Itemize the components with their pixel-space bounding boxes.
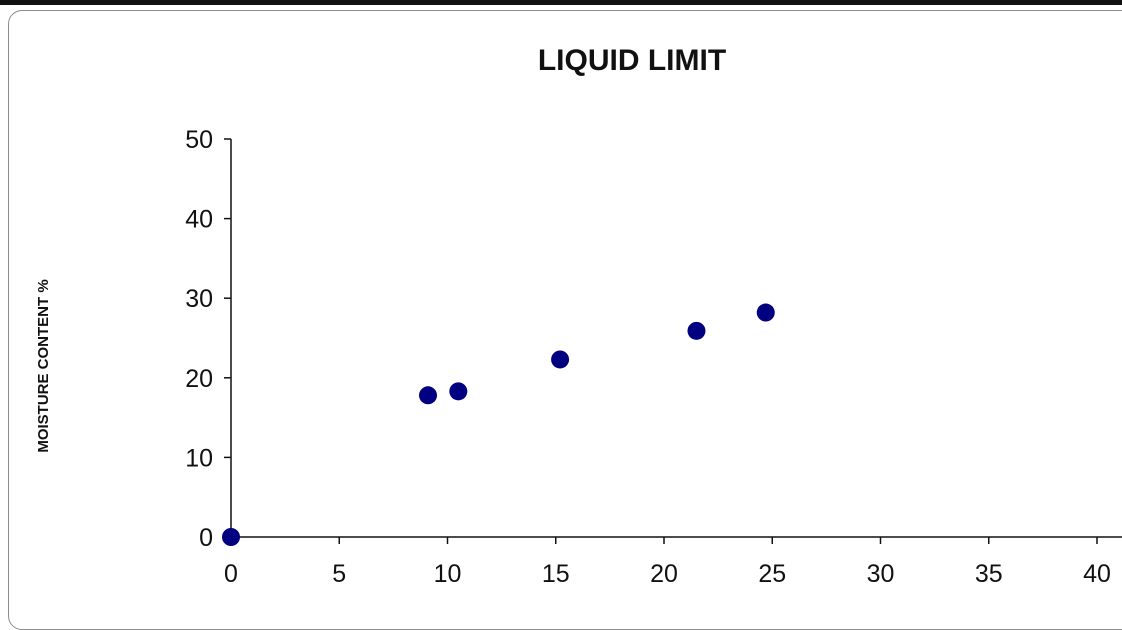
y-tick-label-1: 10 [185, 444, 213, 472]
axes [230, 139, 1122, 538]
x-tick-label-3: 15 [542, 560, 570, 585]
x-tick-label-5: 25 [758, 560, 786, 585]
y-tick-label-3: 30 [185, 285, 213, 313]
tick-marks [224, 138, 1098, 544]
x-tick-label-1: 5 [332, 560, 346, 585]
y-axis-title: MOISTURE CONTENT % [35, 279, 52, 452]
data-points [222, 303, 775, 546]
y-tick-label-2: 20 [185, 365, 213, 393]
x-tick-label-2: 10 [434, 560, 462, 585]
data-point-0-3 [551, 350, 570, 369]
data-point-0-0 [222, 528, 240, 546]
chart-title: LIQUID LIMIT [538, 44, 726, 77]
tick-labels: 0 10 20 30 40 50 0 5 10 15 20 25 30 35 40 [185, 126, 1111, 585]
x-tick-label-7: 35 [975, 560, 1003, 585]
data-point-0-2 [449, 382, 468, 401]
x-tick-label-8: 40 [1083, 560, 1111, 585]
x-tick-label-4: 20 [650, 560, 678, 585]
data-point-0-4 [687, 321, 706, 340]
data-point-0-1 [419, 386, 438, 405]
y-tick-label-0: 0 [199, 524, 213, 552]
x-tick-label-6: 30 [867, 560, 895, 585]
y-tick-label-5: 50 [185, 126, 213, 154]
y-tick-label-4: 40 [185, 206, 213, 234]
x-tick-label-0: 0 [224, 560, 238, 585]
data-point-0-5 [756, 303, 775, 322]
liquid-limit-chart: LIQUID LIMIT MOISTURE CONTENT % 0 10 20 30 4… [35, 44, 1122, 585]
chart-area[interactable] [8, 10, 1122, 630]
sheet-top-border [0, 0, 1122, 5]
